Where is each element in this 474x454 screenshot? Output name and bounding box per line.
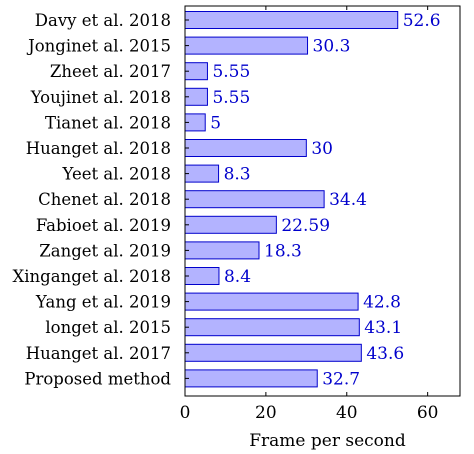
x-tick-label: 0 bbox=[180, 403, 191, 423]
category-label: Tianet al. 2018 bbox=[45, 113, 171, 132]
category-label: Proposed method bbox=[24, 369, 171, 388]
value-label: 8.3 bbox=[224, 165, 251, 185]
category-label: Zanget al. 2019 bbox=[39, 241, 171, 260]
bar bbox=[184, 292, 359, 311]
x-tick-label: 40 bbox=[336, 403, 358, 423]
labels-group: Davy et al. 2018 52.6 Jonginet al. 2015 30.… bbox=[13, 11, 441, 389]
value-label: 5.55 bbox=[212, 88, 250, 108]
category-label: Yeet al. 2018 bbox=[62, 165, 171, 184]
category-label: Xinganget al. 2018 bbox=[13, 267, 171, 286]
value-label: 43.6 bbox=[366, 344, 404, 364]
bar bbox=[184, 36, 309, 55]
category-label: longet al. 2015 bbox=[45, 318, 171, 337]
bar bbox=[184, 190, 325, 209]
plot-frame bbox=[184, 5, 461, 397]
category-label: Jonginet al. 2015 bbox=[26, 37, 171, 56]
category-label: Fabioet al. 2019 bbox=[36, 216, 171, 235]
value-label: 5 bbox=[210, 113, 221, 133]
value-label: 34.4 bbox=[329, 190, 367, 210]
category-label: Huanget al. 2017 bbox=[26, 344, 171, 363]
bar bbox=[184, 164, 220, 183]
bar bbox=[184, 343, 362, 362]
value-label: 30.3 bbox=[313, 37, 351, 57]
value-label: 42.8 bbox=[363, 293, 401, 313]
category-label: Zheet al. 2017 bbox=[50, 62, 171, 81]
x-axis-ticks: 0 20 40 60 bbox=[180, 6, 439, 423]
value-label: 5.55 bbox=[212, 62, 250, 82]
bar bbox=[184, 241, 260, 260]
category-label: Youjinet al. 2018 bbox=[30, 88, 171, 107]
category-label: Chenet al. 2018 bbox=[38, 190, 171, 209]
bar bbox=[184, 369, 318, 388]
bar bbox=[184, 11, 399, 29]
category-label: Yang et al. 2019 bbox=[35, 293, 171, 312]
value-label: 8.4 bbox=[224, 267, 251, 287]
bar bbox=[184, 318, 360, 337]
bar bbox=[184, 139, 307, 157]
value-label: 22.59 bbox=[281, 216, 330, 236]
category-label: Huanget al. 2018 bbox=[26, 139, 171, 158]
category-label: Davy et al. 2018 bbox=[35, 11, 171, 30]
value-label: 18.3 bbox=[264, 241, 302, 261]
x-tick-label: 60 bbox=[417, 403, 439, 423]
bar bbox=[184, 267, 220, 285]
x-tick-label: 20 bbox=[255, 403, 277, 423]
value-label: 32.7 bbox=[322, 369, 360, 389]
value-label: 30 bbox=[311, 139, 333, 159]
bar bbox=[184, 215, 277, 234]
x-axis-label: Frame per second bbox=[249, 431, 406, 451]
value-label: 52.6 bbox=[403, 11, 441, 31]
value-label: 43.1 bbox=[364, 318, 402, 338]
